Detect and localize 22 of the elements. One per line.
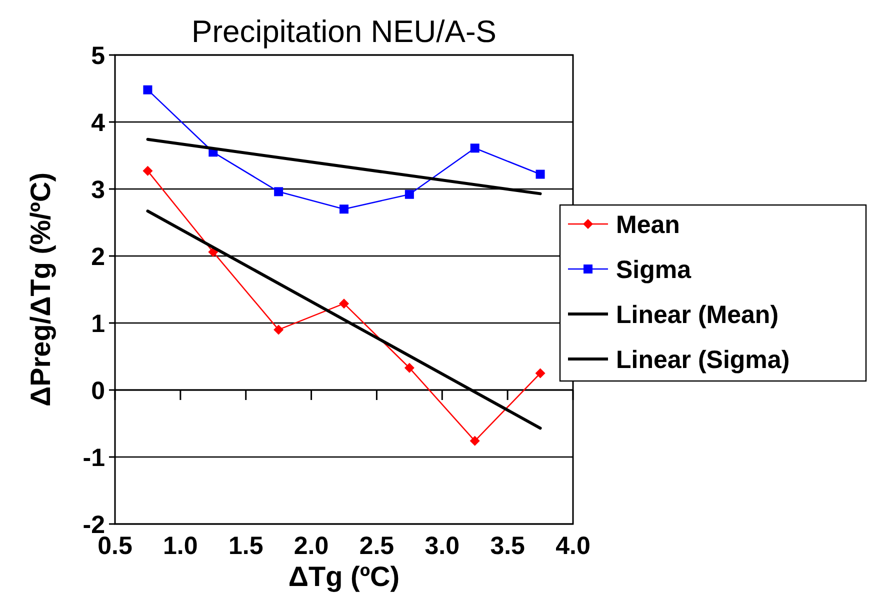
y-tick-label: 3 [91, 176, 105, 204]
x-axis-title: ΔTg (ºC) [288, 561, 400, 592]
x-tick-label: 4.0 [556, 532, 590, 560]
y-axis-title: ΔPreg/ΔTg (%/ºC) [25, 172, 56, 407]
chart-title: Precipitation NEU/A-S [192, 14, 496, 49]
x-tick-label: 0.5 [98, 532, 132, 560]
x-tick-label: 3.5 [490, 532, 526, 560]
x-tick-label: 1.0 [163, 532, 198, 560]
x-tick-label: 3.0 [424, 532, 460, 560]
y-tick-label: 2 [91, 242, 105, 271]
legend-label: Sigma [616, 256, 692, 284]
x-tick-label: 1.5 [228, 532, 264, 560]
x-tick-label: 2.5 [359, 532, 394, 560]
legend-label: Linear (Mean) [616, 300, 779, 329]
y-tick-label: 5 [91, 42, 106, 70]
y-tick-label: 4 [91, 108, 106, 137]
y-tick-label: 1 [91, 310, 106, 338]
legend-label: Mean [616, 210, 680, 239]
x-tick-label: 2.0 [294, 532, 329, 560]
legend-label: Linear (Sigma) [616, 346, 790, 374]
y-tick-label: -1 [82, 444, 106, 472]
y-tick-label: 0 [91, 376, 105, 405]
